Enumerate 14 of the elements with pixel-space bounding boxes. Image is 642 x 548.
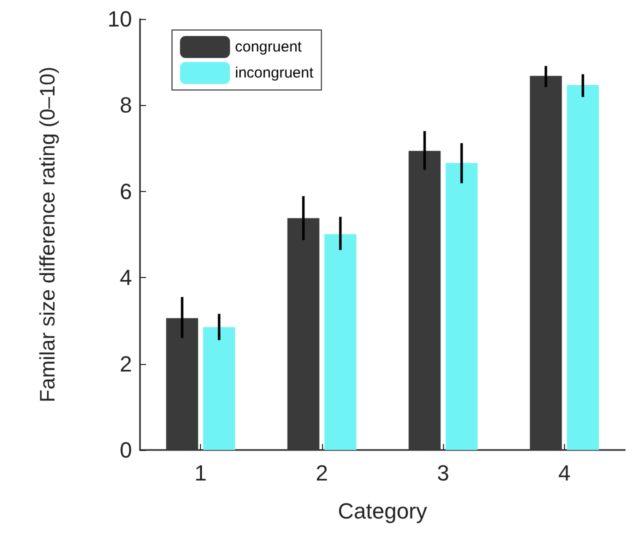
legend-label: incongruent bbox=[235, 64, 314, 82]
legend-label: congruent bbox=[235, 38, 303, 56]
x-tick-label: 1 bbox=[194, 460, 207, 486]
y-axis-title: Familar size difference rating (0–10) bbox=[36, 66, 60, 402]
x-tick-label: 2 bbox=[316, 460, 328, 486]
y-tick-label: 4 bbox=[120, 265, 132, 290]
y-tick-label: 2 bbox=[120, 351, 132, 376]
y-tick-label: 6 bbox=[120, 178, 132, 204]
x-axis-title: Category bbox=[338, 498, 428, 524]
x-tick-label: 3 bbox=[437, 460, 450, 486]
x-tick-label: 4 bbox=[558, 460, 570, 486]
y-tick-label: 0 bbox=[120, 438, 132, 462]
y-tick-label: 8 bbox=[120, 92, 132, 118]
y-tick-label: 10 bbox=[108, 6, 132, 32]
